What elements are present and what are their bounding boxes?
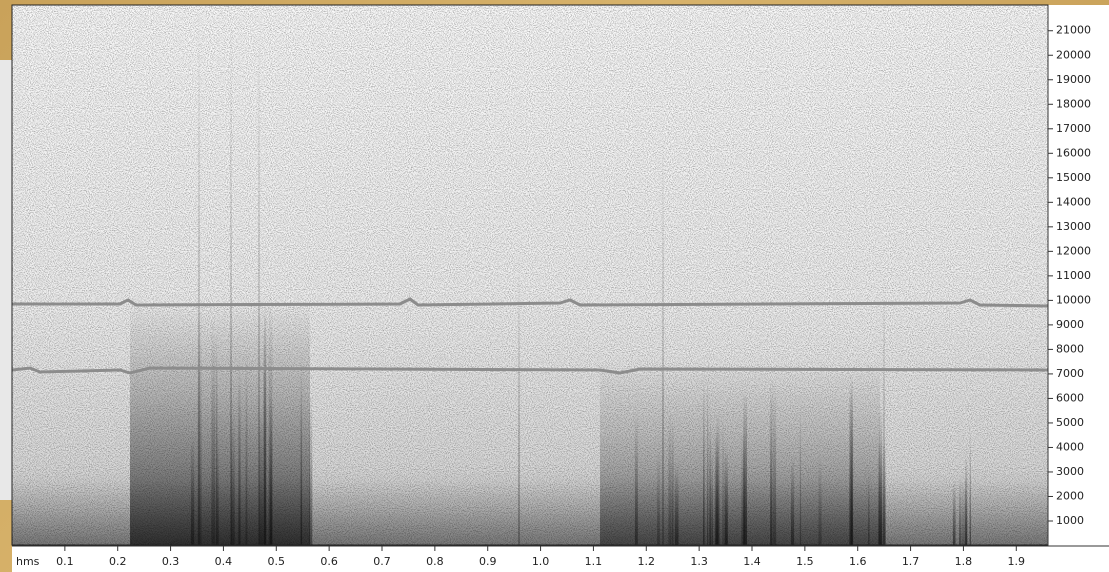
x-axis-panel — [12, 546, 1109, 572]
y-tick-label: 2000 — [1056, 489, 1084, 502]
y-tick-label: 16000 — [1056, 146, 1091, 159]
x-tick-label: 1.0 — [532, 555, 550, 568]
y-tick-label: 17000 — [1056, 122, 1091, 135]
y-axis-panel — [1048, 5, 1109, 546]
x-tick-label: 0.1 — [56, 555, 74, 568]
x-tick-label: 1.9 — [1008, 555, 1026, 568]
y-tick-label: 3000 — [1056, 465, 1084, 478]
x-tick-label: 1.1 — [585, 555, 603, 568]
x-tick-label: 1.4 — [743, 555, 761, 568]
tone-line — [11, 366, 1049, 375]
y-tick-label: 19000 — [1056, 73, 1091, 86]
x-tick-label: 1.2 — [638, 555, 656, 568]
y-tick-label: 8000 — [1056, 342, 1084, 355]
x-tick-label: 0.4 — [215, 555, 233, 568]
y-tick-label: 5000 — [1056, 416, 1084, 429]
x-tick-label: 1.5 — [796, 555, 814, 568]
y-tick-label: 1000 — [1056, 514, 1084, 527]
y-tick-label: 10000 — [1056, 293, 1091, 306]
window-fragment — [0, 60, 12, 500]
x-tick-label: 1.6 — [849, 555, 867, 568]
y-tick-label: 4000 — [1056, 440, 1084, 453]
x-axis-label: hms — [16, 555, 40, 568]
y-tick-label: 9000 — [1056, 318, 1084, 331]
x-tick-label: 0.9 — [479, 555, 497, 568]
y-tick-label: 13000 — [1056, 220, 1091, 233]
x-tick-label: 0.5 — [268, 555, 286, 568]
y-tick-label: 14000 — [1056, 195, 1091, 208]
y-tick-label: 15000 — [1056, 171, 1091, 184]
tone-line — [12, 297, 1049, 308]
x-tick-label: 0.8 — [426, 555, 444, 568]
x-tick-label: 0.7 — [373, 555, 391, 568]
x-tick-label: 0.6 — [320, 555, 338, 568]
y-tick-label: 20000 — [1056, 48, 1091, 61]
x-tick-label: 1.3 — [690, 555, 708, 568]
y-tick-label: 18000 — [1056, 97, 1091, 110]
y-tick-label: 7000 — [1056, 367, 1084, 380]
y-tick-label: 11000 — [1056, 269, 1091, 282]
x-tick-label: 1.7 — [902, 555, 920, 568]
y-tick-label: 6000 — [1056, 391, 1084, 404]
x-tick-label: 1.8 — [955, 555, 973, 568]
noise-overlay — [12, 5, 1048, 545]
y-tick-label: 21000 — [1056, 24, 1091, 37]
y-tick-label: 12000 — [1056, 244, 1091, 257]
x-tick-label: 0.2 — [109, 555, 127, 568]
x-tick-label: 0.3 — [162, 555, 180, 568]
